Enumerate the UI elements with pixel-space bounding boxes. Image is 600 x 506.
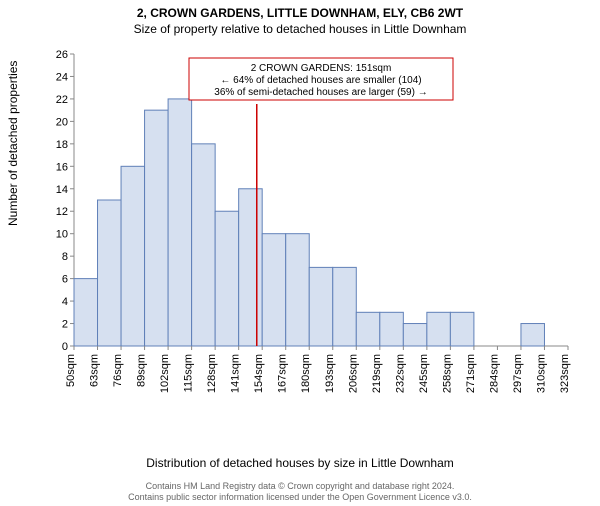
- svg-text:12: 12: [56, 206, 68, 218]
- footer-line-1: Contains HM Land Registry data © Crown c…: [146, 481, 455, 491]
- footer-text: Contains HM Land Registry data © Crown c…: [0, 481, 600, 506]
- svg-text:232sqm: 232sqm: [394, 354, 406, 393]
- svg-text:8: 8: [62, 251, 68, 263]
- svg-text:271sqm: 271sqm: [465, 354, 477, 393]
- y-axis-label: Number of detached properties: [6, 61, 20, 226]
- svg-text:4: 4: [62, 296, 68, 308]
- page-title: 2, CROWN GARDENS, LITTLE DOWNHAM, ELY, C…: [0, 6, 600, 20]
- svg-text:36% of semi-detached houses ar: 36% of semi-detached houses are larger (…: [214, 87, 427, 98]
- svg-text:26: 26: [56, 50, 68, 61]
- x-axis-label: Distribution of detached houses by size …: [0, 456, 600, 470]
- svg-text:16: 16: [56, 161, 68, 173]
- svg-text:76sqm: 76sqm: [112, 354, 124, 387]
- svg-text:323sqm: 323sqm: [559, 354, 571, 393]
- svg-text:245sqm: 245sqm: [418, 354, 430, 393]
- chart-svg: 0246810121416182022242650sqm63sqm76sqm89…: [46, 50, 574, 410]
- svg-text:← 64% of detached houses are s: ← 64% of detached houses are smaller (10…: [220, 75, 421, 86]
- svg-text:0: 0: [62, 341, 68, 353]
- svg-text:167sqm: 167sqm: [277, 354, 289, 393]
- svg-text:89sqm: 89sqm: [136, 354, 148, 387]
- svg-text:50sqm: 50sqm: [65, 354, 77, 387]
- svg-text:6: 6: [62, 274, 68, 286]
- svg-text:2: 2: [62, 319, 68, 331]
- svg-text:193sqm: 193sqm: [324, 354, 336, 393]
- histogram-chart: 0246810121416182022242650sqm63sqm76sqm89…: [46, 50, 574, 410]
- svg-text:141sqm: 141sqm: [230, 354, 242, 393]
- svg-text:102sqm: 102sqm: [159, 354, 171, 393]
- footer-line-2: Contains public sector information licen…: [128, 492, 472, 502]
- svg-text:2 CROWN GARDENS: 151sqm: 2 CROWN GARDENS: 151sqm: [251, 63, 392, 74]
- svg-text:284sqm: 284sqm: [488, 354, 500, 393]
- svg-text:22: 22: [56, 94, 68, 106]
- svg-text:10: 10: [56, 229, 68, 241]
- svg-text:180sqm: 180sqm: [300, 354, 312, 393]
- svg-text:258sqm: 258sqm: [441, 354, 453, 393]
- svg-text:297sqm: 297sqm: [512, 354, 524, 393]
- page-subtitle: Size of property relative to detached ho…: [0, 22, 600, 36]
- svg-text:115sqm: 115sqm: [183, 354, 195, 392]
- svg-text:18: 18: [56, 139, 68, 151]
- svg-text:14: 14: [56, 184, 68, 196]
- svg-text:24: 24: [56, 71, 68, 83]
- svg-text:310sqm: 310sqm: [535, 354, 547, 393]
- svg-text:154sqm: 154sqm: [253, 354, 265, 393]
- svg-text:20: 20: [56, 116, 68, 128]
- svg-text:128sqm: 128sqm: [206, 354, 218, 393]
- svg-text:63sqm: 63sqm: [89, 354, 101, 387]
- svg-text:219sqm: 219sqm: [371, 354, 383, 393]
- svg-text:206sqm: 206sqm: [347, 354, 359, 393]
